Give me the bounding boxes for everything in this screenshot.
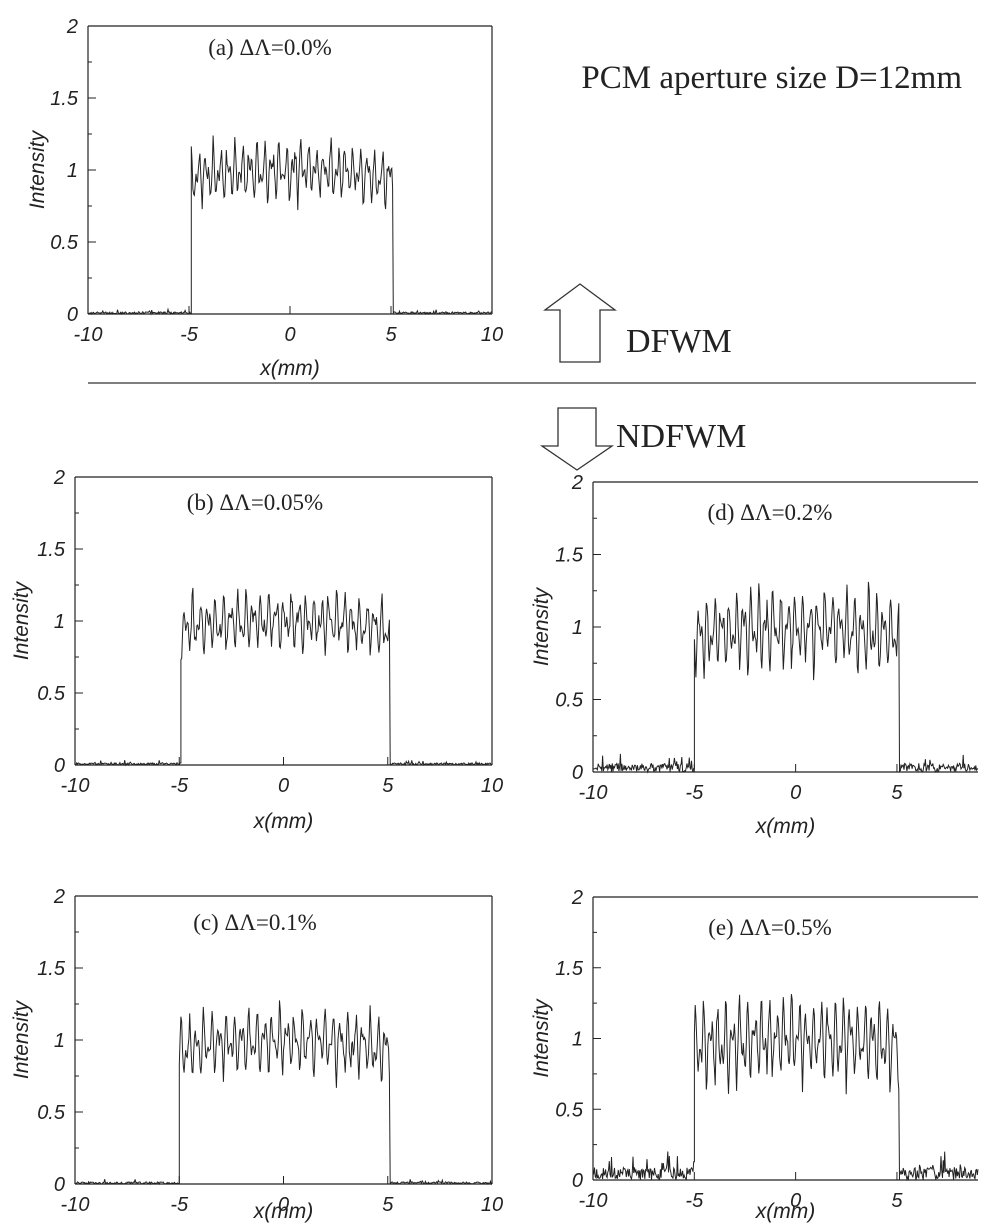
- x-tick-label: -5: [685, 782, 704, 804]
- x-tick-label: -10: [579, 1190, 608, 1212]
- x-tick-label: 0: [278, 775, 289, 797]
- chart-panel-d: 0 0.5 1 1.5 2 -10 -5 0 5 x(mm) Intensity (d) ΔΛ=0.2…: [530, 472, 979, 838]
- charts-group: 00.511.52-10 -5 0 5 10x(mm)Intensity(a) ΔΛ=0…: [10, 16, 979, 1223]
- y-tick-label: 2: [571, 472, 583, 494]
- y-tick-label: 0.5: [555, 690, 584, 712]
- y-tick-label: 1: [54, 611, 65, 633]
- aperture-label: PCM aperture size D=12mm: [581, 60, 962, 96]
- y-tick-label: 0: [572, 762, 583, 784]
- x-axis-label: x(mm): [755, 815, 815, 838]
- y-tick-label: 2: [571, 887, 583, 909]
- chart-panel-b: 0 0.5 1 1.5 2 -10 -5 0 5 10 x(mm) Intensity (b) ΔΛ=0…: [10, 467, 503, 833]
- x-tick-label: 5: [891, 782, 903, 804]
- intensity-trace: [74, 587, 493, 767]
- y-tick-label: 1.5: [555, 545, 584, 567]
- intensity-trace: [592, 581, 979, 774]
- x-tick-label: 0: [790, 1190, 801, 1212]
- y-tick-label: 0.5: [50, 232, 79, 254]
- chart-title: (c) ΔΛ=0.1%: [193, 910, 317, 935]
- x-tick-label: 0: [790, 782, 801, 804]
- chart-title: (e) ΔΛ=0.5%: [708, 915, 832, 940]
- x-tick-label: -10: [579, 782, 608, 804]
- y-tick-label: 1.5: [50, 88, 79, 110]
- intensity-trace: [592, 994, 979, 1182]
- y-tick-label: 0.5: [37, 683, 66, 705]
- chart-panel-c: 0 0.5 1 1.5 2 -10 -5 0 5 10 x(mm) Intensity (c) ΔΛ=0…: [10, 886, 503, 1223]
- y-axis-label: Intensity: [530, 586, 553, 666]
- x-tick-label: 5: [382, 775, 394, 797]
- x-tick-label: -5: [170, 1194, 189, 1216]
- x-tick-label: 0: [278, 1194, 289, 1216]
- x-axis-label: x(mm): [755, 1200, 815, 1223]
- y-tick-label: 0.5: [37, 1102, 66, 1124]
- y-tick-label: 1.5: [555, 958, 584, 980]
- x-tick-label: -5: [180, 324, 199, 346]
- chart-panel-a: 0 0.5 1 1.5 2 -10 -5 0 5 10 x(mm) Intensity (a) ΔΛ=0…: [26, 16, 503, 380]
- x-tick-label: 5: [891, 1190, 903, 1212]
- chart-title: (b) ΔΛ=0.05%: [187, 490, 323, 515]
- arrow-down-icon: [539, 407, 615, 471]
- x-axis-label: x(mm): [253, 1200, 313, 1223]
- y-tick-label: 1: [54, 1030, 65, 1052]
- y-axis-label: Intensity: [10, 580, 33, 660]
- y-tick-label: 0.5: [555, 1099, 584, 1121]
- y-axis-label: Intensity: [10, 999, 33, 1079]
- x-tick-label: 5: [385, 324, 397, 346]
- x-tick-label: 10: [481, 775, 503, 797]
- y-tick-label: 1.5: [37, 958, 66, 980]
- chart-title: (a) ΔΛ=0.0%: [208, 35, 332, 60]
- y-tick-label: 2: [53, 886, 65, 908]
- y-tick-label: 1.5: [37, 539, 66, 561]
- x-tick-label: -10: [61, 775, 90, 797]
- x-axis-label: x(mm): [253, 810, 313, 833]
- x-tick-label: -5: [685, 1190, 704, 1212]
- y-tick-label: 1: [572, 1029, 583, 1051]
- x-tick-label: 5: [382, 1194, 394, 1216]
- arrow-up-icon: [543, 283, 617, 363]
- x-tick-label: -10: [74, 324, 103, 346]
- intensity-trace: [74, 1000, 493, 1186]
- y-tick-label: 0: [67, 304, 78, 326]
- y-tick-label: 2: [66, 16, 78, 38]
- x-axis-label: x(mm): [259, 357, 319, 380]
- dfwm-label: DFWM: [626, 323, 732, 360]
- y-tick-label: 0: [54, 1174, 65, 1196]
- y-tick-label: 0: [572, 1170, 583, 1192]
- x-tick-label: -10: [61, 1194, 90, 1216]
- y-tick-label: 0: [54, 755, 65, 777]
- chart-title: (d) ΔΛ=0.2%: [708, 500, 833, 525]
- intensity-trace: [87, 135, 493, 316]
- y-axis-label: Intensity: [26, 129, 49, 209]
- y-axis-label: Intensity: [530, 998, 553, 1078]
- x-tick-label: 0: [284, 324, 295, 346]
- x-tick-label: -5: [170, 775, 189, 797]
- y-tick-label: 1: [572, 617, 583, 639]
- chart-panel-e: 0 0.5 1 1.5 2 -10 -5 0 5 x(mm) Intensity (e) ΔΛ=0.5…: [530, 887, 979, 1223]
- x-tick-label: 10: [481, 324, 503, 346]
- ndfwm-label: NDFWM: [616, 418, 746, 455]
- y-tick-label: 2: [53, 467, 65, 489]
- y-tick-label: 1: [67, 160, 78, 182]
- x-tick-label: 10: [481, 1194, 503, 1216]
